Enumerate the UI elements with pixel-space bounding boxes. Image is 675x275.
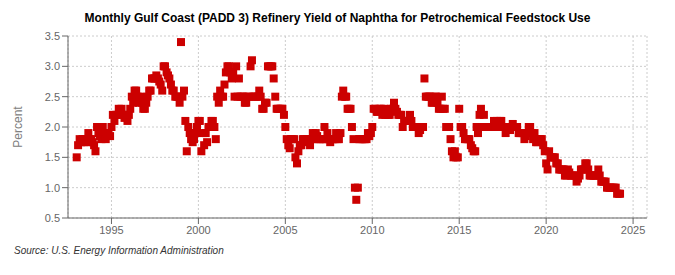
svg-text:3.5: 3.5 — [45, 30, 60, 42]
svg-text:2.5: 2.5 — [45, 91, 60, 103]
svg-text:2010: 2010 — [360, 224, 384, 236]
svg-text:Percent: Percent — [11, 106, 25, 148]
html-text:Monthly Gulf Coast (PADD 3) Re: Monthly Gulf Coast (PADD 3) Refinery Yie… — [84, 11, 591, 25]
svg-text:2005: 2005 — [273, 224, 297, 236]
svg-text:2025: 2025 — [621, 224, 645, 236]
svg-text:2015: 2015 — [447, 224, 471, 236]
svg-text:2020: 2020 — [534, 224, 558, 236]
html-text:Source: U.S. Energy Informatio: Source: U.S. Energy Information Administ… — [14, 245, 224, 256]
svg-text:1.0: 1.0 — [45, 182, 60, 194]
svg-text:1995: 1995 — [99, 224, 123, 236]
svg-text:0.5: 0.5 — [45, 212, 60, 224]
svg-text:2000: 2000 — [186, 224, 210, 236]
svg-text:2.0: 2.0 — [45, 121, 60, 133]
svg-text:3.0: 3.0 — [45, 60, 60, 72]
svg-text:1.5: 1.5 — [45, 151, 60, 163]
